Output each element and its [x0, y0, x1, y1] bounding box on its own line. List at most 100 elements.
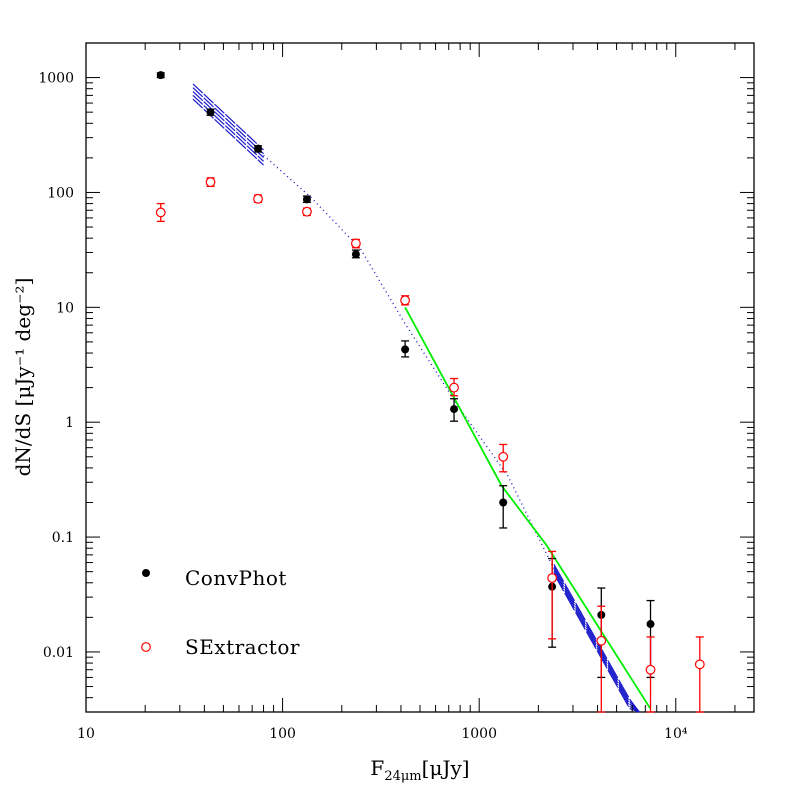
- model-line: [404, 306, 652, 710]
- band-hatch: [585, 624, 597, 643]
- band-hatch: [607, 667, 619, 686]
- band-hatch: [235, 123, 247, 134]
- band-hatch: [607, 660, 619, 679]
- point-sextractor: [351, 238, 361, 249]
- band-hatch: [224, 121, 236, 132]
- point-sextractor: [449, 382, 459, 393]
- band-hatch: [214, 115, 225, 126]
- point-sextractor: [645, 664, 656, 675]
- band-hatch: [596, 650, 608, 669]
- point-sextractor: [400, 295, 411, 306]
- band-hatch: [203, 97, 214, 108]
- legend-label-convphot: ConvPhot: [185, 566, 287, 590]
- band-hatch: [235, 135, 247, 146]
- legend-marker-sextractor: [141, 642, 151, 652]
- band-hatch: [192, 83, 204, 94]
- band-hatch: [596, 645, 608, 664]
- band-hatch: [618, 684, 630, 703]
- y-tick-label: 0.1: [52, 530, 74, 546]
- band-hatch: [564, 590, 575, 609]
- point-convphot: [450, 405, 459, 414]
- x-tick-label: 10⁴: [664, 726, 688, 742]
- band-dotted-line: [263, 154, 555, 570]
- band-hatch: [214, 103, 225, 114]
- band-hatch: [192, 87, 204, 98]
- y-tick-label: 1: [65, 415, 74, 431]
- plot-frame: [85, 42, 755, 713]
- band-hatch: [224, 125, 236, 136]
- point-convphot: [646, 620, 655, 629]
- point-sextractor: [155, 207, 166, 218]
- band-hatch: [585, 631, 597, 650]
- x-tick-label: 100: [269, 726, 296, 742]
- band-hatch: [257, 151, 264, 158]
- legend: ConvPhot SExtractor: [141, 566, 300, 659]
- band-hatch: [564, 587, 575, 606]
- band-hatch: [575, 611, 586, 630]
- band-hatch: [214, 111, 225, 122]
- band-hatch: [192, 94, 204, 105]
- point-convphot: [351, 250, 360, 259]
- band-hatch: [257, 159, 264, 166]
- band-hatch: [224, 117, 236, 128]
- data-points: [155, 71, 705, 713]
- point-sextractor: [694, 659, 705, 670]
- band-hatch: [224, 128, 236, 139]
- band-hatch: [575, 607, 586, 626]
- band-hatch: [629, 698, 640, 713]
- point-sextractor: [302, 206, 312, 217]
- band-hatch: [553, 568, 565, 587]
- band-hatch: [607, 669, 619, 688]
- band-hatch: [585, 626, 597, 645]
- band-hatch: [618, 689, 630, 707]
- band-hatch: [564, 585, 575, 604]
- band-hatch: [618, 681, 630, 700]
- point-convphot: [156, 71, 165, 80]
- point-convphot: [254, 144, 263, 153]
- band-hatch: [585, 621, 597, 640]
- band-hatch: [246, 134, 258, 145]
- band-hatch: [618, 679, 630, 698]
- model-line-path: [404, 306, 652, 710]
- y-tick-label: 10: [56, 300, 74, 316]
- band-hatch: [596, 648, 608, 667]
- band-hatch: [235, 139, 247, 150]
- point-sextractor: [547, 573, 558, 583]
- band-hatch: [553, 563, 565, 582]
- y-tick-label: 100: [47, 185, 74, 201]
- model-band: [192, 83, 640, 713]
- band-hatch: [246, 145, 258, 156]
- x-tick-label: 1000: [461, 726, 497, 742]
- point-convphot: [499, 498, 508, 507]
- point-sextractor: [498, 451, 509, 462]
- band-hatch: [192, 98, 204, 109]
- legend-label-sextractor: SExtractor: [185, 635, 300, 659]
- band-hatch: [618, 686, 630, 705]
- band-hatch: [564, 592, 575, 611]
- band-hatch: [575, 609, 586, 628]
- y-tick-label: 0.01: [43, 645, 74, 661]
- band-hatch: [192, 91, 204, 102]
- band-hatch: [575, 604, 586, 623]
- band-hatch: [214, 107, 225, 118]
- band-hatch: [257, 155, 264, 162]
- x-axis-label: F24μm[μJy]: [370, 756, 469, 784]
- band-hatch: [235, 127, 247, 138]
- band-hatch: [575, 602, 586, 621]
- point-sextractor: [205, 177, 216, 188]
- band-hatch: [203, 93, 214, 104]
- band-hatch: [235, 131, 247, 142]
- band-hatch: [214, 118, 225, 129]
- band-hatch: [553, 566, 565, 585]
- point-sextractor: [596, 635, 607, 646]
- band-hatch: [596, 643, 608, 662]
- x-tick-label: 10: [77, 726, 95, 742]
- point-convphot: [401, 345, 410, 354]
- band-hatch: [585, 628, 597, 647]
- band-hatch: [607, 662, 619, 681]
- band-hatch: [553, 571, 565, 589]
- band-hatch: [607, 665, 619, 683]
- y-axis-label: dN/dS [μJy⁻¹ deg⁻²]: [11, 278, 35, 477]
- axis-ticks: 10 100 1000 10⁴ 0.01 0.1 1 10 100 1000: [38, 42, 754, 742]
